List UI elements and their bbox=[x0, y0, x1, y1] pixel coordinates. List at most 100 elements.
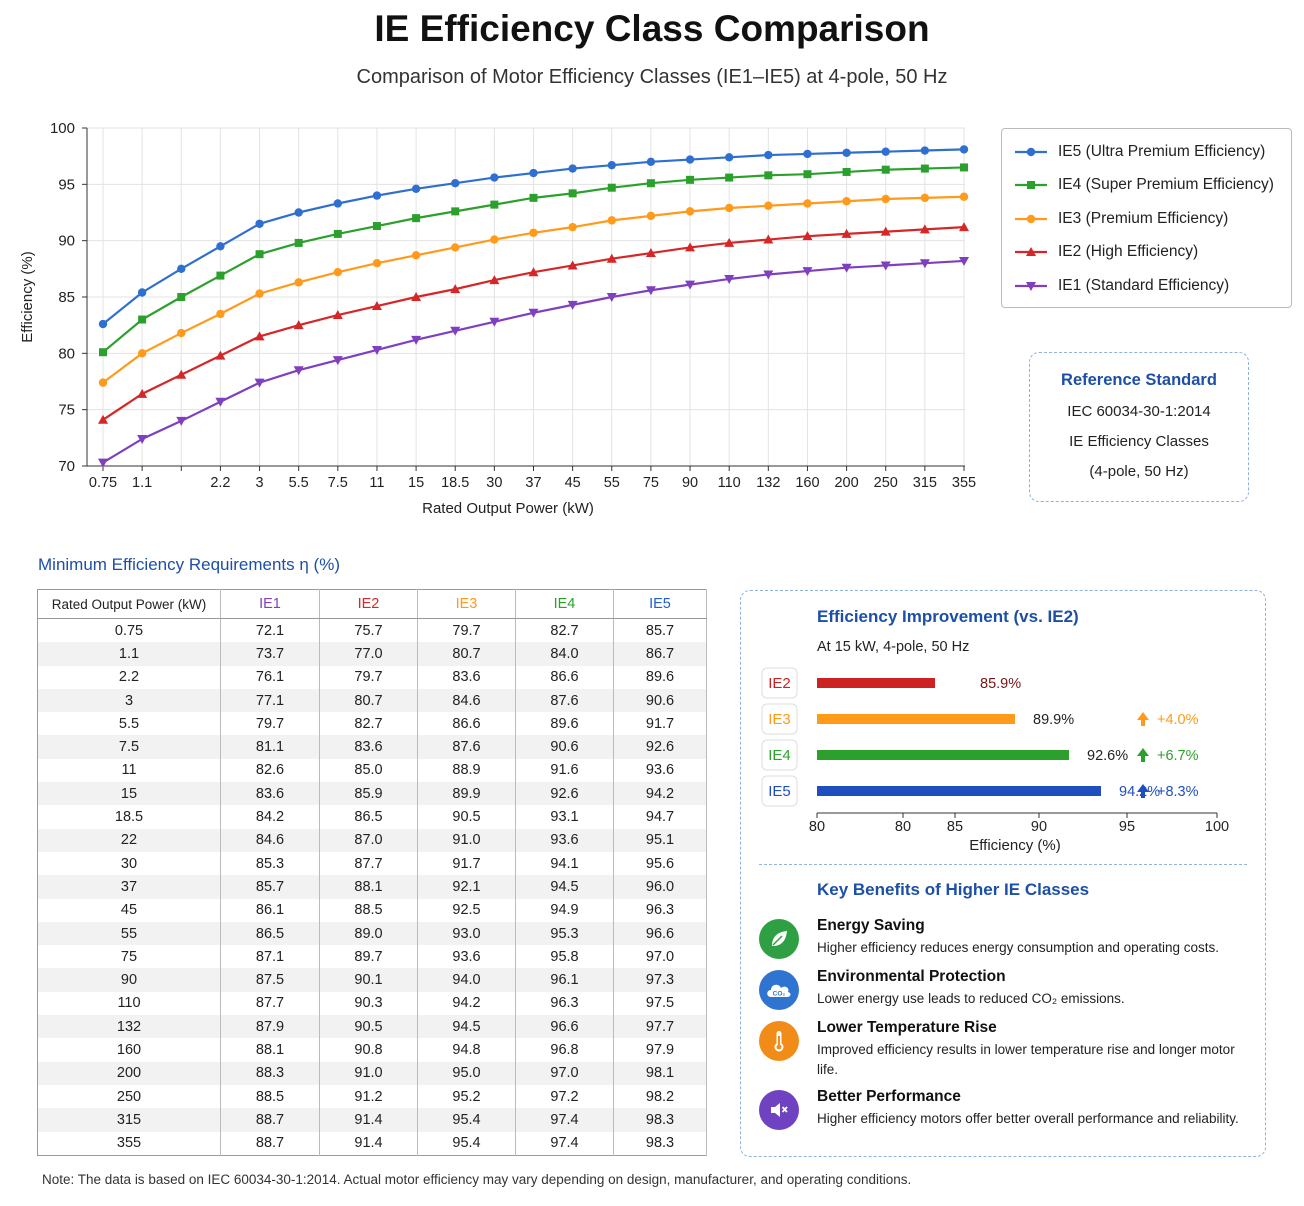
efficiency-cell: 85.3 bbox=[220, 851, 320, 876]
power-cell: 37 bbox=[37, 875, 221, 899]
power-cell: 75 bbox=[37, 945, 221, 969]
power-cell: 45 bbox=[37, 898, 221, 922]
efficiency-cell: 91.7 bbox=[613, 712, 707, 736]
efficiency-cell: 95.2 bbox=[417, 1084, 516, 1109]
efficiency-cell: 92.5 bbox=[417, 898, 516, 922]
power-cell: 30 bbox=[37, 851, 221, 876]
data-point bbox=[294, 208, 303, 217]
data-point bbox=[216, 309, 225, 319]
power-cell: 22 bbox=[37, 828, 221, 852]
legend-swatch bbox=[1015, 214, 1047, 223]
data-point bbox=[333, 199, 343, 208]
data-point bbox=[881, 194, 890, 204]
data-point bbox=[372, 259, 382, 268]
efficiency-cell: 96.6 bbox=[515, 1015, 614, 1039]
y-axis-label: Efficiency (%) bbox=[19, 251, 36, 342]
table-header-ie3: IE3 bbox=[417, 589, 516, 619]
x-tick-label: 100 bbox=[1205, 819, 1229, 835]
x-tick-label: 90 bbox=[682, 475, 698, 491]
data-point bbox=[489, 275, 500, 285]
bar bbox=[817, 786, 1101, 796]
efficiency-cell: 94.2 bbox=[417, 991, 516, 1016]
data-point bbox=[137, 288, 147, 297]
series bbox=[98, 192, 969, 387]
data-point bbox=[490, 173, 499, 182]
data-point bbox=[490, 235, 499, 244]
efficiency-cell: 94.1 bbox=[515, 851, 614, 876]
efficiency-cell: 84.6 bbox=[417, 688, 516, 713]
power-cell: 250 bbox=[37, 1084, 221, 1109]
efficiency-cell: 88.5 bbox=[319, 898, 418, 922]
efficiency-cell: 76.1 bbox=[220, 665, 320, 689]
efficiency-cell: 87.0 bbox=[319, 828, 418, 852]
efficiency-cell: 79.7 bbox=[417, 618, 516, 643]
efficiency-cell: 82.6 bbox=[220, 758, 320, 783]
data-point bbox=[529, 168, 538, 178]
data-point bbox=[372, 222, 381, 231]
efficiency-cell: 87.1 bbox=[220, 945, 320, 969]
benefit-title: Better Performance bbox=[817, 1088, 961, 1105]
efficiency-cell: 94.5 bbox=[515, 875, 614, 899]
efficiency-cell: 96.3 bbox=[613, 898, 707, 922]
table-row: 1.1 73.7 77.0 80.7 84.0 86.7 bbox=[37, 642, 707, 666]
data-point bbox=[606, 253, 617, 263]
efficiency-cell: 96.0 bbox=[613, 875, 707, 899]
data-point bbox=[567, 300, 578, 310]
data-point bbox=[216, 271, 225, 280]
data-point bbox=[646, 157, 656, 166]
efficiency-cell: 85.7 bbox=[613, 618, 707, 643]
efficiency-cell: 86.5 bbox=[220, 921, 320, 946]
data-point bbox=[959, 145, 969, 154]
data-point bbox=[489, 317, 500, 327]
efficiency-cell: 80.7 bbox=[319, 688, 418, 713]
table-header-ie4: IE4 bbox=[515, 589, 614, 619]
efficiency-cell: 86.1 bbox=[220, 898, 320, 922]
efficiency-cell: 98.3 bbox=[613, 1131, 707, 1156]
table-row: 315 88.7 91.4 95.4 97.4 98.3 bbox=[37, 1108, 707, 1132]
data-point bbox=[724, 274, 735, 284]
power-cell: 2.2 bbox=[37, 665, 221, 689]
data-point bbox=[450, 284, 461, 294]
data-point bbox=[841, 228, 852, 238]
legend-item: IE3 (Premium Efficiency) bbox=[1002, 202, 1291, 236]
benefits-title: Key Benefits of Higher IE Classes bbox=[817, 880, 1090, 899]
data-point bbox=[685, 280, 696, 290]
legend-swatch bbox=[1015, 247, 1047, 257]
data-point bbox=[568, 222, 577, 232]
data-point bbox=[294, 238, 303, 247]
data-point bbox=[528, 308, 539, 318]
table-row: 5.5 79.7 82.7 86.6 89.6 91.7 bbox=[37, 712, 707, 736]
efficiency-cell: 80.7 bbox=[417, 642, 516, 666]
efficiency-cell: 95.4 bbox=[417, 1131, 516, 1156]
efficiency-cell: 93.6 bbox=[613, 758, 707, 783]
data-point bbox=[607, 216, 616, 225]
data-point bbox=[98, 414, 108, 424]
data-point bbox=[685, 242, 696, 252]
efficiency-cell: 97.4 bbox=[515, 1131, 614, 1156]
efficiency-cell: 96.1 bbox=[515, 968, 614, 992]
y-tick-label: 70 bbox=[58, 458, 75, 475]
table-body: 0.75 72.1 75.7 79.7 82.7 85.7 1.1 73.7 77.0 80.7 8… bbox=[37, 618, 707, 1156]
data-point bbox=[607, 183, 616, 192]
efficiency-cell: 93.6 bbox=[515, 828, 614, 852]
efficiency-cell: 90.3 bbox=[319, 991, 418, 1016]
data-point bbox=[176, 416, 187, 426]
data-point bbox=[176, 369, 187, 379]
data-point bbox=[98, 378, 108, 387]
efficiency-cell: 89.9 bbox=[417, 782, 516, 806]
efficiency-cell: 91.7 bbox=[417, 851, 516, 876]
efficiency-cell: 77.1 bbox=[220, 688, 320, 713]
efficiency-cell: 93.6 bbox=[417, 945, 516, 969]
efficiency-cell: 83.6 bbox=[319, 735, 418, 759]
data-point bbox=[567, 260, 578, 270]
efficiency-cell: 88.7 bbox=[220, 1131, 320, 1156]
efficiency-cell: 96.6 bbox=[613, 921, 707, 946]
efficiency-cell: 88.9 bbox=[417, 758, 516, 783]
legend-label: IE3 (Premium Efficiency) bbox=[1058, 209, 1229, 227]
power-cell: 90 bbox=[37, 968, 221, 992]
efficiency-cell: 83.6 bbox=[417, 665, 516, 689]
reference-line: IE Efficiency Classes bbox=[1069, 433, 1209, 450]
data-point bbox=[881, 147, 890, 156]
efficiency-cell: 98.3 bbox=[613, 1108, 707, 1132]
power-cell: 15 bbox=[37, 782, 221, 806]
